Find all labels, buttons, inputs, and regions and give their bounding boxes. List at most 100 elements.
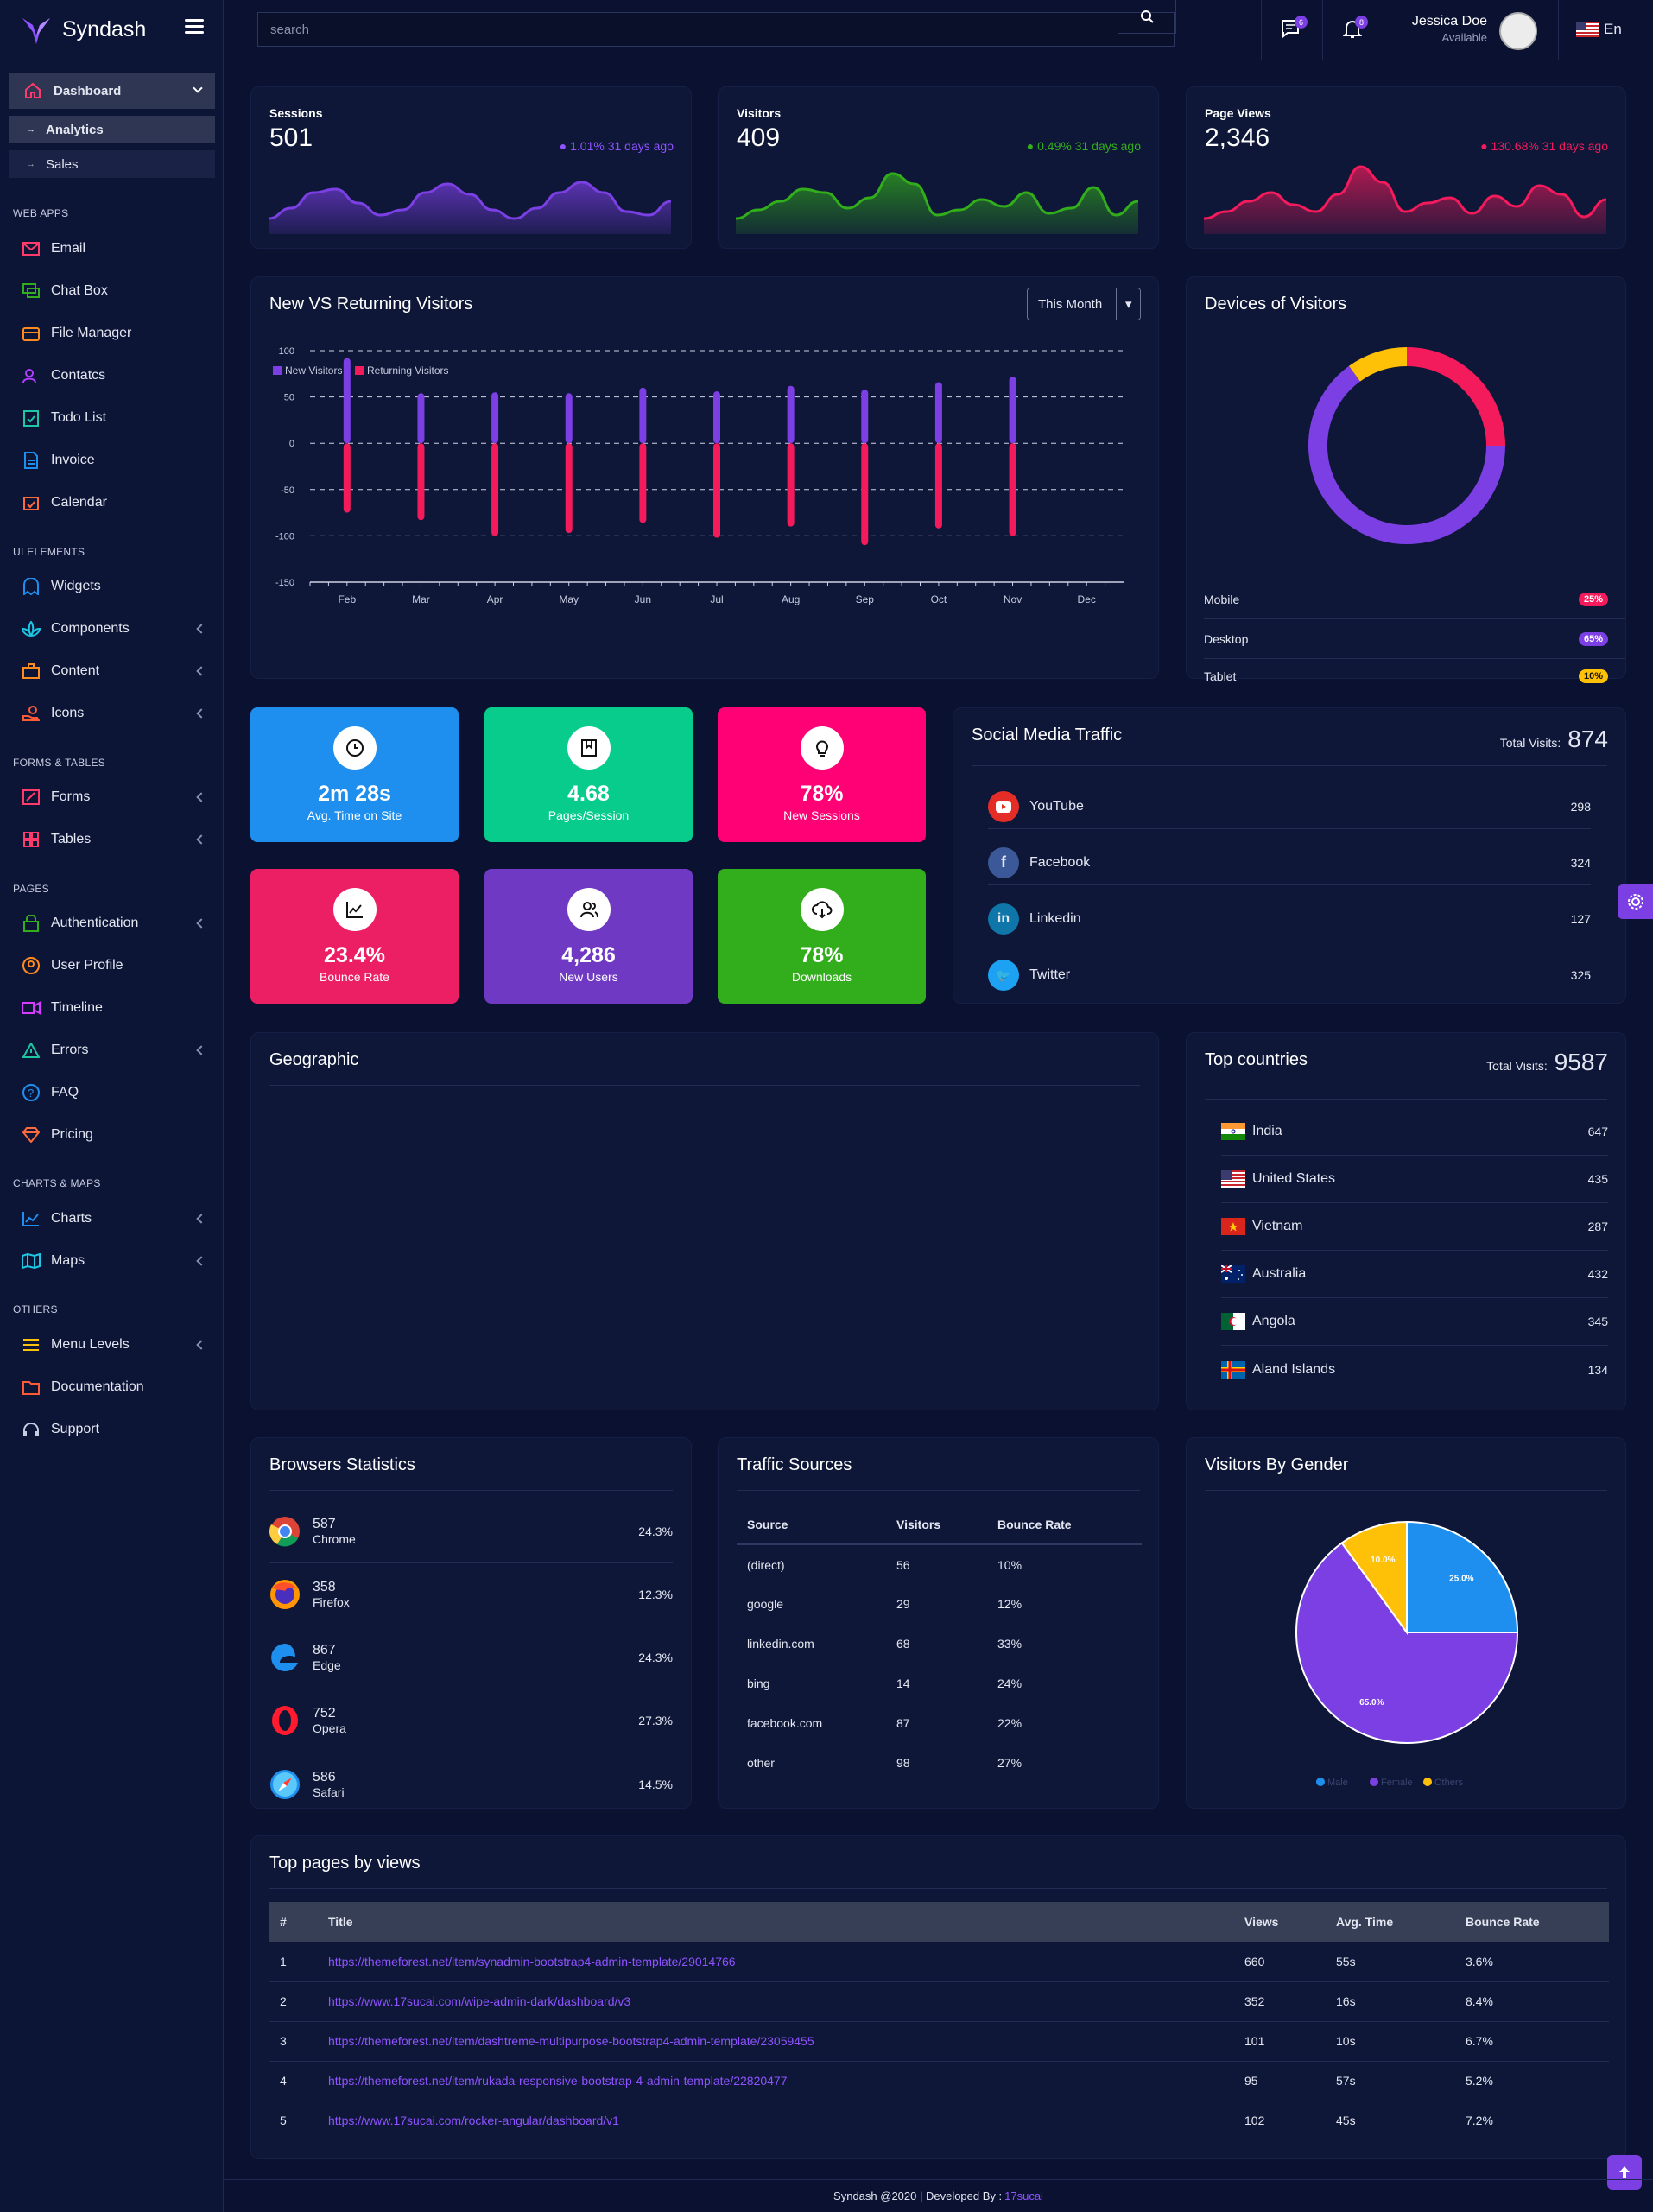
page-link[interactable]: https://www.17sucai.com/wipe-admin-dark/…: [328, 1994, 631, 2008]
sidebar-item-contacts[interactable]: Contatcs: [22, 363, 212, 389]
sidebar-item-pricing[interactable]: Pricing: [22, 1122, 212, 1148]
stat-card-page-views: Page Views 2,346 ● 130.68% 31 days ago: [1186, 86, 1626, 249]
page-link[interactable]: https://themeforest.net/item/rukada-resp…: [328, 2074, 788, 2088]
sidebar-item-email[interactable]: Email: [22, 236, 212, 262]
metric-tile-downloads: 78% Downloads: [718, 869, 926, 1004]
bar: [787, 443, 795, 527]
sidebar-item-charts[interactable]: Charts: [22, 1206, 212, 1232]
sidebar-item-chat[interactable]: Chat Box: [22, 278, 212, 304]
users-icon: [22, 366, 41, 385]
social-name: Twitter: [1029, 967, 1071, 982]
bar: [713, 391, 720, 444]
table-header-row: Source Visitors Bounce Rate: [737, 1505, 1142, 1544]
sidebar-item-documentation[interactable]: Documentation: [22, 1374, 212, 1400]
sidebar-item-faq[interactable]: ? FAQ: [22, 1080, 212, 1106]
social-row-linkedin[interactable]: in Linkedin 127: [988, 897, 1591, 941]
country-name: Australia: [1252, 1266, 1307, 1281]
sidebar-item-label: Pricing: [51, 1127, 93, 1142]
settings-toggle-button[interactable]: [1618, 884, 1653, 919]
mail-icon: [22, 239, 41, 258]
social-row-youtube[interactable]: YouTube 298: [988, 784, 1591, 829]
sidebar-item-components[interactable]: Components: [22, 616, 212, 642]
country-row-aland-islands[interactable]: Aland Islands 134: [1221, 1346, 1608, 1393]
country-row-united-states[interactable]: United States 435: [1221, 1156, 1608, 1203]
social-row-twitter[interactable]: 🐦 Twitter 325: [988, 953, 1591, 998]
sidebar-item-maps[interactable]: Maps: [22, 1248, 212, 1274]
sidebar-item-analytics[interactable]: → Analytics: [9, 116, 215, 143]
sparkline-area: [736, 174, 1138, 234]
sidebar-item-calendar[interactable]: Calendar: [22, 490, 212, 516]
social-row-facebook[interactable]: f Facebook 324: [988, 840, 1591, 885]
sidebar-item-authentication[interactable]: Authentication: [22, 910, 212, 936]
page-link[interactable]: https://themeforest.net/item/dashtreme-m…: [328, 2034, 814, 2048]
menu-toggle-icon[interactable]: [185, 19, 204, 35]
bar: [343, 358, 351, 444]
divider: [269, 1490, 673, 1491]
sidebar-item-label: Todo List: [51, 410, 107, 425]
bar: [787, 385, 795, 444]
table-row: 5 https://www.17sucai.com/rocker-angular/…: [269, 2101, 1609, 2140]
column-header: Bounce Rate: [1466, 1915, 1540, 1929]
search-button[interactable]: [1118, 0, 1176, 34]
table-cell: 5.2%: [1466, 2074, 1493, 2088]
sidebar-item-errors[interactable]: Errors: [22, 1037, 212, 1063]
sidebar-item-label: Invoice: [51, 453, 95, 467]
browser-row[interactable]: 867 Edge 24.3%: [269, 1626, 673, 1689]
chevron-left-icon: [196, 1340, 206, 1350]
caret-down-icon: ▾: [1116, 288, 1140, 320]
world-map[interactable]: [269, 1093, 1140, 1392]
tile-value: 78%: [800, 943, 844, 967]
language-selector[interactable]: En: [1576, 21, 1622, 38]
sidebar-item-content[interactable]: Content: [22, 658, 212, 684]
card-title: Social Media Traffic: [972, 726, 1123, 745]
bar: [491, 392, 499, 444]
sidebar-item-widgets[interactable]: Widgets: [22, 574, 212, 599]
us-flag-icon: [1576, 22, 1599, 37]
country-row-vietnam[interactable]: Vietnam 287: [1221, 1203, 1608, 1251]
tile-value: 23.4%: [324, 943, 385, 967]
x-tick-label: Jul: [710, 593, 723, 605]
sidebar-item-dashboard[interactable]: Dashboard: [9, 73, 215, 109]
page-link[interactable]: https://www.17sucai.com/rocker-angular/d…: [328, 2114, 619, 2128]
sidebar-item-todo[interactable]: Todo List: [22, 405, 212, 431]
country-row-india[interactable]: India 647: [1221, 1108, 1608, 1156]
browser-row[interactable]: 752 Opera 27.3%: [269, 1689, 673, 1752]
sidebar-item-support[interactable]: Support: [22, 1417, 212, 1442]
sidebar-item-invoice[interactable]: Invoice: [22, 447, 212, 473]
table-cell: 45s: [1336, 2114, 1356, 2128]
logo[interactable]: Syndash: [0, 0, 223, 60]
x-tick-label: Mar: [412, 593, 430, 605]
table-row: bing 14 24%: [737, 1664, 1142, 1703]
back-to-top-button[interactable]: [1607, 2155, 1642, 2190]
footer-link[interactable]: 17sucai: [1004, 2190, 1043, 2202]
sidebar-item-icons[interactable]: Icons: [22, 700, 212, 726]
user-menu[interactable]: Jessica Doe Available: [1401, 12, 1539, 50]
sidebar-item-tables[interactable]: Tables: [22, 827, 212, 852]
notifications-button[interactable]: 8: [1342, 16, 1368, 41]
country-row-angola[interactable]: Angola 345: [1221, 1298, 1608, 1346]
sidebar-item-file-manager[interactable]: File Manager: [22, 320, 212, 346]
firefox-icon: [269, 1579, 301, 1610]
sidebar-item-sales[interactable]: → Sales: [9, 150, 215, 178]
legend-marker: [355, 366, 364, 375]
sidebar-item-timeline[interactable]: Timeline: [22, 995, 212, 1021]
browser-row[interactable]: 586 Safari 14.5%: [269, 1752, 673, 1816]
stat-change: ● 0.49% 31 days ago: [1027, 139, 1141, 153]
sidebar-item-forms[interactable]: Forms: [22, 784, 212, 810]
browser-row[interactable]: 358 Firefox 12.3%: [269, 1563, 673, 1626]
visitors-bar-chart: New Visitors Returning Visitors 100 50 0 -50 -…: [273, 346, 1124, 605]
page-link[interactable]: https://themeforest.net/item/synadmin-bo…: [328, 1954, 736, 1968]
sparkline-line: [736, 172, 1138, 220]
table-cell: https://www.17sucai.com/rocker-angular/d…: [328, 2101, 1244, 2140]
sidebar-item-user-profile[interactable]: User Profile: [22, 953, 212, 979]
legend-marker: [1423, 1778, 1432, 1786]
table-cell: 22%: [998, 1716, 1023, 1730]
country-row-australia[interactable]: Australia 432: [1221, 1251, 1608, 1298]
browser-row[interactable]: 587 Chrome 24.3%: [269, 1500, 673, 1563]
search-input[interactable]: search: [257, 12, 1175, 47]
device-label: Tablet: [1204, 669, 1237, 683]
messages-button[interactable]: 6: [1281, 16, 1308, 41]
bar: [343, 443, 351, 513]
sidebar-item-menu-levels[interactable]: Menu Levels: [22, 1332, 212, 1358]
month-filter-dropdown[interactable]: This Month ▾: [1027, 288, 1141, 320]
